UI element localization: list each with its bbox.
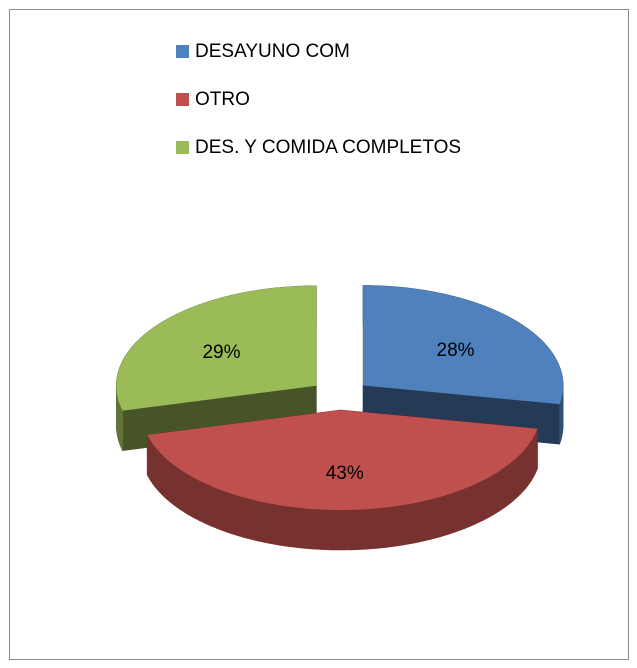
slice-side xyxy=(338,509,345,551)
slice-side xyxy=(486,475,492,519)
slice-side xyxy=(302,507,310,550)
slice-side xyxy=(522,447,526,493)
slice-side xyxy=(478,480,484,524)
slice-side xyxy=(413,501,420,544)
slice-side xyxy=(460,487,466,531)
slice-side xyxy=(279,504,286,547)
slice-side xyxy=(450,491,456,535)
legend-label: DES. Y COMIDA COMPLETOS xyxy=(195,137,461,158)
slice-side xyxy=(517,453,521,498)
slice-side xyxy=(173,464,178,508)
slice-side xyxy=(320,509,327,551)
slice-side xyxy=(494,471,499,515)
slice-side xyxy=(514,455,519,500)
slice-side xyxy=(246,497,253,541)
slice-side xyxy=(120,407,123,451)
slice-side xyxy=(332,509,339,551)
slice-side xyxy=(291,506,298,548)
slice-side xyxy=(424,499,431,542)
slice-side xyxy=(152,442,155,488)
slice-side xyxy=(203,482,209,526)
slice-side xyxy=(154,445,158,490)
slice-side xyxy=(314,508,321,550)
slice-side xyxy=(527,442,530,487)
slice-side xyxy=(373,507,380,549)
slice-side xyxy=(252,499,259,542)
slice-side xyxy=(262,501,270,544)
slice-side xyxy=(257,500,264,543)
slice-side xyxy=(390,505,398,548)
slice-side xyxy=(511,458,516,503)
data-label: 29% xyxy=(202,342,240,363)
slice-side xyxy=(455,489,461,533)
slice-side xyxy=(355,509,363,551)
slice-side xyxy=(435,496,441,539)
slice-side xyxy=(285,505,292,548)
slice-side xyxy=(464,486,470,529)
slice-side xyxy=(367,508,375,550)
slice-side xyxy=(296,507,304,549)
slice-side xyxy=(191,475,196,520)
slice-side xyxy=(379,507,386,549)
slice-side xyxy=(308,508,315,550)
slice-side xyxy=(164,456,168,501)
legend-swatch xyxy=(176,141,189,154)
slice-side xyxy=(207,484,214,528)
slice-side xyxy=(498,468,503,513)
slice-side xyxy=(469,484,475,527)
data-label: 28% xyxy=(437,340,475,361)
slice-side xyxy=(440,494,446,538)
slice-side xyxy=(166,458,171,503)
slice-side xyxy=(343,509,351,551)
slice-side xyxy=(187,473,192,517)
slice-side xyxy=(231,493,238,536)
pie-slice xyxy=(116,285,317,411)
slice-side xyxy=(429,497,436,540)
legend-label: OTRO xyxy=(195,89,250,110)
slice-side xyxy=(505,463,510,508)
slice-side xyxy=(236,494,243,538)
slice-side xyxy=(407,502,415,545)
legend-swatch xyxy=(176,45,189,58)
slice-side xyxy=(241,496,248,539)
slice-side xyxy=(195,478,200,522)
slice-side xyxy=(161,453,165,498)
legend-label: DESAYUNO COM xyxy=(195,41,350,62)
slice-side xyxy=(179,468,185,513)
slice-side xyxy=(501,466,506,510)
slice-side xyxy=(525,444,528,490)
slice-side xyxy=(274,503,281,546)
slice-side xyxy=(221,489,228,533)
slice-side xyxy=(402,503,409,546)
slice-side xyxy=(490,473,496,517)
slice-side xyxy=(559,401,561,445)
slice-side xyxy=(226,491,233,535)
slice-side xyxy=(183,471,188,515)
slice-side xyxy=(158,450,162,496)
slice-side xyxy=(156,448,160,493)
slice-side xyxy=(169,461,174,506)
slice-side xyxy=(445,493,451,536)
slice-side xyxy=(349,509,357,551)
data-label: 43% xyxy=(326,463,364,484)
slice-side xyxy=(418,500,426,543)
slice-side xyxy=(199,480,205,524)
slice-side xyxy=(396,504,403,547)
slice-side xyxy=(482,477,488,521)
pie-slice xyxy=(147,409,538,510)
slice-side xyxy=(385,506,392,548)
slice-side xyxy=(473,482,479,526)
slice-side xyxy=(212,486,218,530)
slice-side xyxy=(217,488,223,531)
slice-side xyxy=(268,502,275,545)
slice-side xyxy=(361,508,369,550)
legend-swatch xyxy=(176,93,189,106)
slice-side xyxy=(508,461,513,505)
slice-side xyxy=(326,509,333,551)
slice-side xyxy=(520,450,524,495)
pie-slice xyxy=(363,285,564,405)
slice-side xyxy=(176,466,181,511)
